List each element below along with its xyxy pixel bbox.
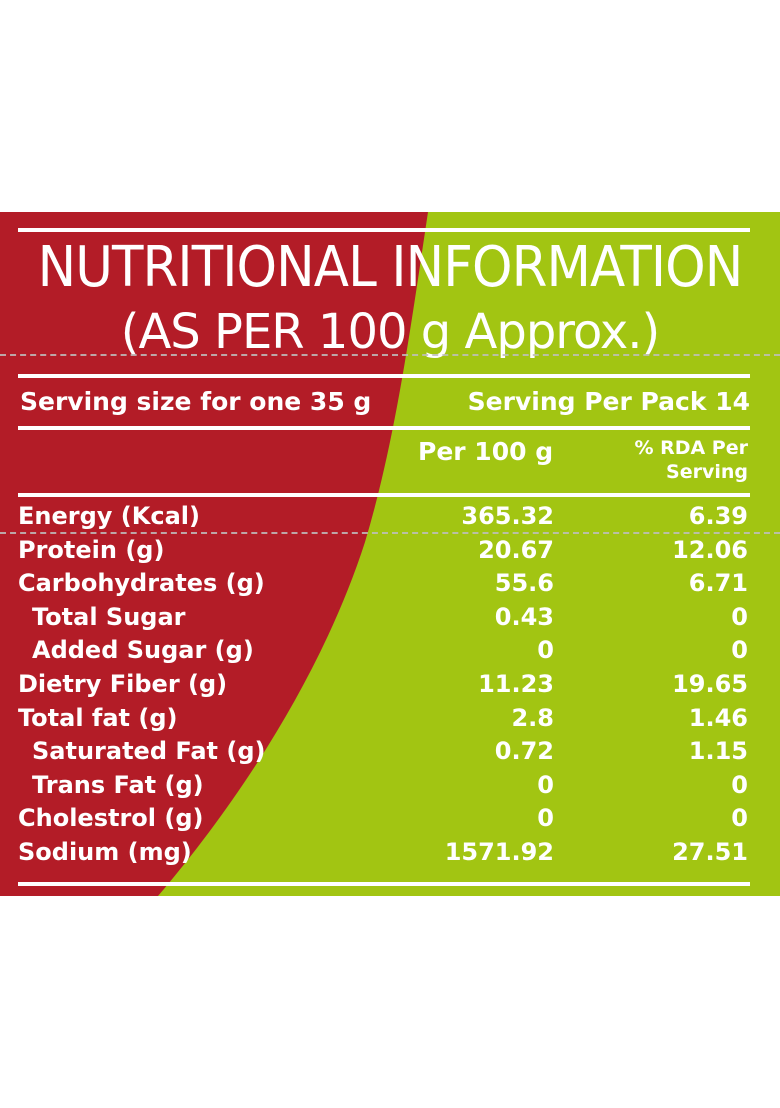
nutrient-label: Dietry Fiber (g)	[18, 670, 228, 698]
table-row: Saturated Fat (g) 0.72 1.15	[0, 734, 780, 768]
top-rule	[18, 228, 750, 232]
table-row: Added Sugar (g) 0 0	[0, 633, 780, 667]
value-rda-per-serving: 0	[731, 804, 748, 833]
nutrient-label: Cholestrol (g)	[18, 804, 204, 833]
nutrient-label: Sodium (mg)	[18, 838, 192, 866]
nutrient-label: Total Sugar	[32, 602, 186, 631]
value-per-100g: 0.72	[494, 737, 554, 766]
table-row: Energy (Kcal) 365.32 6.39	[0, 499, 780, 533]
nutrient-label: Added Sugar (g)	[32, 636, 254, 665]
table-row: Trans Fat (g) 0 0	[0, 768, 780, 802]
title-line-2: (AS PER 100 g Approx.)	[120, 304, 661, 360]
value-rda-per-serving: 1.15	[688, 737, 748, 766]
table-row: Total fat (g) 2.8 1.46	[0, 701, 780, 735]
value-per-100g: 0.43	[494, 602, 554, 631]
serving-per-pack: Serving Per Pack 14	[467, 387, 750, 416]
panel-background	[0, 212, 780, 896]
dashed-guide-top	[0, 354, 780, 356]
value-per-100g: 365.32	[461, 502, 554, 530]
red-background	[0, 212, 428, 896]
nutrient-label: Carbohydrates (g)	[18, 569, 265, 598]
value-rda-per-serving: 0	[731, 770, 748, 799]
value-rda-per-serving: 19.65	[672, 670, 748, 698]
column-header-rda: % RDA Per Serving	[634, 436, 748, 484]
value-rda-per-serving: 12.06	[672, 535, 748, 564]
rule-below-serving	[18, 426, 750, 430]
nutrient-label: Trans Fat (g)	[32, 770, 204, 799]
column-header-rda-line-2: Serving	[666, 461, 748, 483]
nutrient-label: Energy (Kcal)	[18, 502, 200, 530]
value-per-100g: 11.23	[478, 670, 554, 698]
title-line-1: NUTRITIONAL INFORMATION	[37, 235, 744, 300]
nutrient-label: Total fat (g)	[18, 703, 178, 732]
table-row: Sodium (mg) 1571.92 27.51	[0, 835, 780, 869]
nutrient-label: Protein (g)	[18, 535, 165, 564]
value-rda-per-serving: 0	[731, 602, 748, 631]
value-per-100g: 55.6	[494, 569, 554, 598]
value-rda-per-serving: 27.51	[672, 838, 748, 866]
rule-below-column-headers	[18, 493, 750, 497]
value-rda-per-serving: 1.46	[688, 703, 748, 732]
table-row: Total Sugar 0.43 0	[0, 600, 780, 634]
dashed-guide-bottom	[0, 532, 780, 534]
value-per-100g: 0	[537, 770, 554, 799]
value-per-100g: 2.8	[511, 703, 554, 732]
value-per-100g: 0	[537, 804, 554, 833]
value-per-100g: 20.67	[478, 535, 554, 564]
value-rda-per-serving: 0	[731, 636, 748, 665]
serving-size: Serving size for one 35 g	[20, 387, 372, 416]
column-header-rda-line-1: % RDA Per	[634, 437, 748, 459]
table-row: Protein (g) 20.67 12.06	[0, 533, 780, 567]
table-row: Carbohydrates (g) 55.6 6.71	[0, 566, 780, 600]
table-row: Dietry Fiber (g) 11.23 19.65	[0, 667, 780, 701]
value-rda-per-serving: 6.39	[688, 502, 748, 530]
value-per-100g: 1571.92	[444, 838, 554, 866]
rule-below-title	[18, 374, 750, 378]
nutrition-panel: NUTRITIONAL INFORMATION (AS PER 100 g Ap…	[0, 212, 780, 896]
column-header-per-100g: Per 100 g	[418, 437, 554, 466]
table-row: Cholestrol (g) 0 0	[0, 801, 780, 835]
value-rda-per-serving: 6.71	[688, 569, 748, 598]
bottom-rule	[18, 882, 750, 886]
nutrient-label: Saturated Fat (g)	[32, 737, 266, 766]
value-per-100g: 0	[537, 636, 554, 665]
